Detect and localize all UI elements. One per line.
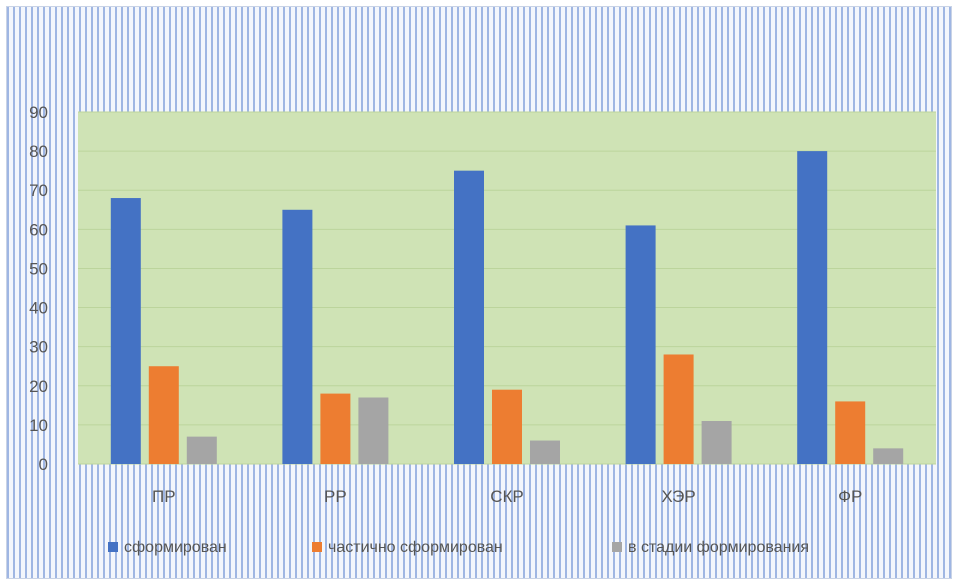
x-tick-label: ФР bbox=[838, 487, 862, 506]
bar-3-5 bbox=[873, 448, 904, 464]
bar-2-4 bbox=[663, 354, 694, 464]
bar-2-5 bbox=[835, 401, 866, 464]
y-tick-label: 70 bbox=[29, 181, 48, 200]
gridlines bbox=[78, 111, 936, 465]
bar-3-4 bbox=[701, 420, 732, 464]
legend-label-3: в стадии формирования bbox=[628, 539, 809, 556]
y-tick-label: 10 bbox=[29, 416, 48, 435]
y-tick-label: 40 bbox=[29, 299, 48, 318]
bar-3-1 bbox=[186, 436, 217, 464]
legend-swatch-2 bbox=[312, 542, 322, 552]
y-tick-label: 30 bbox=[29, 338, 48, 357]
bar-1-2 bbox=[282, 209, 313, 464]
y-tick-label: 20 bbox=[29, 377, 48, 396]
y-tick-label: 0 bbox=[39, 455, 48, 474]
bar-3-3 bbox=[530, 440, 560, 464]
y-tick-label: 50 bbox=[29, 259, 48, 278]
legend: сформирован частично сформирован в стадии … bbox=[108, 539, 809, 556]
legend-swatch-1 bbox=[108, 542, 118, 552]
bars bbox=[110, 151, 904, 465]
bar-1-1 bbox=[110, 198, 141, 465]
x-tick-label: СКР bbox=[490, 487, 524, 506]
x-tick-label: РР bbox=[324, 487, 347, 506]
legend-label-2: частично сформирован bbox=[328, 539, 503, 556]
bar-1-5 bbox=[797, 151, 828, 464]
y-tick-label: 90 bbox=[29, 103, 48, 122]
legend-label-1: сформирован bbox=[124, 539, 227, 556]
x-axis: ПР РР СКР ХЭР ФР bbox=[152, 487, 862, 506]
bar-3-2 bbox=[358, 397, 389, 464]
bar-2-2 bbox=[320, 393, 351, 464]
bar-1-3 bbox=[454, 170, 484, 464]
y-tick-label: 80 bbox=[29, 142, 48, 161]
x-tick-label: ХЭР bbox=[661, 487, 695, 506]
legend-swatch-3 bbox=[612, 542, 622, 552]
x-tick-label: ПР bbox=[152, 487, 176, 506]
bar-2-3 bbox=[492, 389, 522, 464]
bar-2-1 bbox=[148, 366, 179, 464]
y-tick-label: 60 bbox=[29, 220, 48, 239]
bar-1-4 bbox=[625, 225, 656, 464]
y-axis: 0 10 20 30 40 50 60 70 80 90 bbox=[29, 103, 48, 474]
